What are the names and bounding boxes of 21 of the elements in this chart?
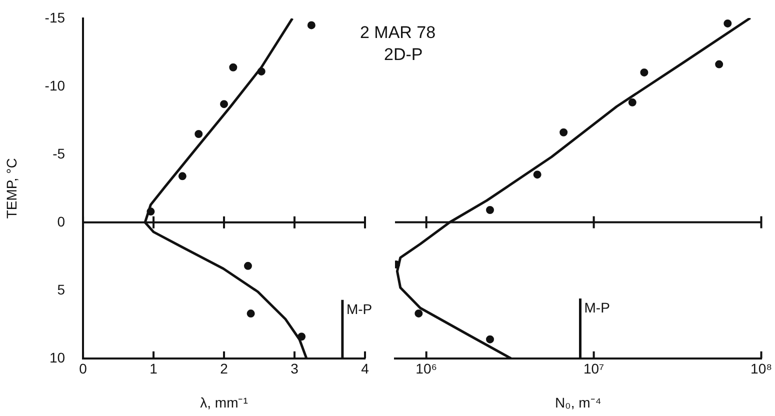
series-label: M-P	[346, 300, 372, 317]
y-axis-title: TEMP, °C	[3, 158, 20, 219]
y-tick-label: -10	[44, 77, 66, 94]
y-tick-label: -15	[44, 9, 66, 26]
x-axis-title: N₀, m⁻⁴	[554, 394, 602, 410]
x-axis-title: λ, mm⁻¹	[200, 394, 248, 410]
annotation: 2 MAR 78	[360, 22, 436, 44]
x-tick-label: 0	[79, 360, 88, 377]
x-tick-label: 4	[361, 360, 370, 377]
x-tick-label: 10⁶	[416, 360, 437, 377]
x-tick-label: 1	[150, 360, 158, 377]
x-tick-label: 2	[220, 360, 228, 377]
y-tick-label: 0	[57, 213, 66, 230]
x-tick-label: 10⁷	[583, 360, 604, 377]
x-tick-label: 10⁸	[750, 360, 772, 377]
y-tick-label: -5	[52, 145, 66, 162]
y-tick-label: 10	[49, 349, 66, 366]
series-label: M-P	[584, 299, 610, 316]
x-tick-label: 3	[290, 360, 299, 377]
y-tick-label: 5	[57, 281, 66, 298]
annotation: 2D-P	[383, 44, 424, 66]
